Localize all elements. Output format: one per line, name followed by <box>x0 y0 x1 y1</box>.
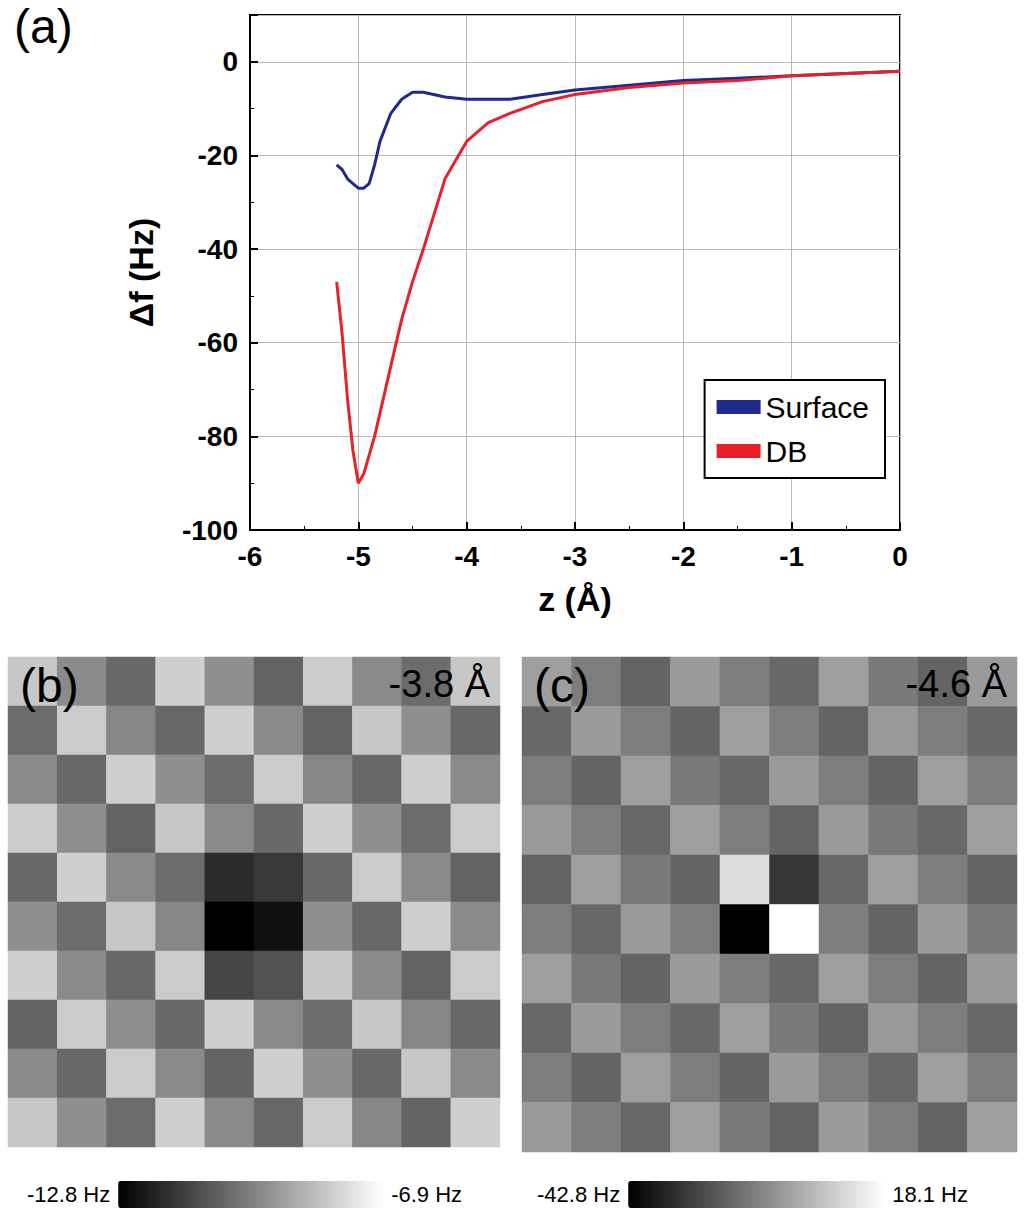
svg-text:-6.9 Hz: -6.9 Hz <box>391 1182 462 1207</box>
svg-text:(a): (a) <box>14 0 73 53</box>
svg-text:Surface: Surface <box>766 391 869 424</box>
svg-text:-40: -40 <box>198 234 238 265</box>
svg-text:0: 0 <box>892 541 908 572</box>
svg-text:DB: DB <box>766 435 808 468</box>
svg-text:-20: -20 <box>198 140 238 171</box>
svg-text:-5: -5 <box>346 541 371 572</box>
svg-text:18.1 Hz: 18.1 Hz <box>892 1182 968 1207</box>
svg-text:-80: -80 <box>198 421 238 452</box>
svg-text:(b): (b) <box>20 659 79 712</box>
svg-text:-4.6 Å: -4.6 Å <box>906 662 1008 705</box>
svg-text:Δf (Hz): Δf (Hz) <box>122 218 160 327</box>
svg-text:-3.8 Å: -3.8 Å <box>389 662 491 705</box>
svg-text:-100: -100 <box>182 515 238 546</box>
svg-text:(c): (c) <box>534 659 590 712</box>
svg-text:-6: -6 <box>238 541 263 572</box>
svg-text:-3: -3 <box>563 541 588 572</box>
svg-text:z (Å): z (Å) <box>538 580 612 618</box>
svg-text:-42.8 Hz: -42.8 Hz <box>537 1182 620 1207</box>
svg-text:-1: -1 <box>779 541 804 572</box>
svg-text:-12.8 Hz: -12.8 Hz <box>27 1182 110 1207</box>
svg-text:-60: -60 <box>198 327 238 358</box>
svg-text:-2: -2 <box>671 541 696 572</box>
svg-text:0: 0 <box>222 46 238 77</box>
svg-text:-4: -4 <box>454 541 479 572</box>
